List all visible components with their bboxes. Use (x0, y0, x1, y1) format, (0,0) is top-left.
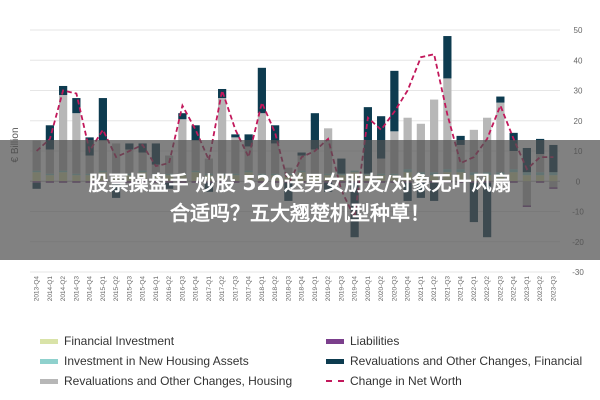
x-tick-label: 2022-Q1 (471, 276, 478, 302)
legend-label: Revaluations and Other Changes, Financia… (350, 354, 583, 368)
x-tick-label: 2019-Q2 (325, 276, 332, 302)
x-tick-label: 2018-Q3 (285, 276, 292, 302)
bar-segment (59, 95, 68, 171)
x-tick-label: 2015-Q2 (113, 276, 120, 302)
x-tick-label: 2013-Q4 (34, 276, 41, 302)
legend-label: Financial Investment (64, 334, 175, 348)
x-tick-label: 2018-Q4 (299, 276, 306, 302)
x-tick-label: 2021-Q4 (458, 276, 465, 302)
bar-segment (443, 78, 452, 170)
x-tick-label: 2019-Q4 (352, 276, 359, 302)
overlay-line-2: 合适吗？五大翘楚机型种草！ (170, 201, 430, 225)
legend-item-net-worth: Change in Net Worth (326, 374, 462, 388)
bar-segment (430, 99, 439, 173)
x-tick-label: 2022-Q2 (484, 276, 491, 302)
bar-segment (191, 125, 200, 141)
x-tick-label: 2021-Q2 (431, 276, 438, 302)
legend-swatch (326, 358, 344, 364)
legend-swatch (326, 338, 344, 344)
bar-segment (496, 96, 505, 103)
x-tick-label: 2016-Q3 (179, 276, 186, 302)
legend-label: Investment in New Housing Assets (64, 354, 249, 368)
x-tick-label: 2020-Q4 (405, 276, 412, 302)
legend-item-reval-financial: Revaluations and Other Changes, Financia… (326, 354, 582, 368)
bar-segment (231, 134, 240, 138)
x-tick-label: 2020-Q3 (391, 276, 398, 302)
bar-segment (257, 67, 266, 114)
x-tick-label: 2017-Q1 (206, 276, 213, 302)
legend-item-new-housing: Investment in New Housing Assets (40, 354, 249, 368)
x-tick-label: 2023-Q2 (537, 276, 544, 302)
x-tick-label: 2017-Q2 (219, 276, 226, 302)
x-tick-label: 2019-Q1 (312, 276, 319, 302)
y-tick-label: 20 (574, 117, 583, 126)
x-tick-label: 2022-Q4 (511, 276, 518, 302)
x-tick-label: 2016-Q1 (153, 276, 160, 302)
legend-swatch (40, 378, 58, 384)
x-tick-label: 2021-Q3 (444, 276, 451, 302)
bar-segment (218, 98, 227, 174)
x-tick-label: 2021-Q1 (418, 276, 425, 302)
legend-swatch (40, 358, 58, 364)
legend-label: Revaluations and Other Changes, Housing (64, 374, 293, 388)
x-tick-label: 2014-Q3 (73, 276, 80, 302)
x-tick-label: 2017-Q4 (246, 276, 253, 302)
x-tick-label: 2019-Q3 (338, 276, 345, 302)
x-tick-label: 2023-Q3 (550, 276, 557, 302)
bar-segment (443, 36, 452, 79)
y-tick-label: 40 (574, 56, 583, 65)
x-tick-label: 2015-Q4 (140, 276, 147, 302)
legend-swatch (40, 338, 58, 344)
legend: Financial Investment Investment in New H… (0, 334, 600, 394)
x-tick-label: 2015-Q3 (126, 276, 133, 302)
x-tick-label: 2018-Q1 (259, 276, 266, 302)
bar-segment (377, 116, 386, 159)
x-tick-label: 2015-Q1 (100, 276, 107, 302)
x-tick-label: 2018-Q2 (272, 276, 279, 302)
legend-dash (326, 380, 344, 382)
y-tick-label: 50 (574, 26, 583, 35)
x-tick-label: 2014-Q1 (47, 276, 54, 302)
overlay-line-1: 股票操盘手 炒股 520送男女朋友/对象无叶风扇 (88, 171, 512, 195)
x-tick-label: 2017-Q3 (232, 276, 239, 302)
bar-segment (310, 113, 319, 150)
bar-segment (496, 102, 505, 173)
x-tick-label: 2022-Q3 (497, 276, 504, 302)
bar-segment (390, 70, 399, 132)
legend-label: Liabilities (350, 334, 400, 348)
bar-segment (178, 113, 187, 120)
legend-item-liabilities: Liabilities (326, 334, 399, 348)
legend-label: Change in Net Worth (350, 374, 462, 388)
legend-item-financial-investment: Financial Investment (40, 334, 174, 348)
y-tick-label: 30 (574, 87, 583, 96)
bar-segment (72, 98, 81, 114)
x-tick-label: 2016-Q4 (193, 276, 200, 302)
y-tick-label: -30 (572, 268, 584, 277)
x-tick-label: 2020-Q1 (365, 276, 372, 302)
x-tick-label: 2014-Q2 (60, 276, 67, 302)
x-tick-label: 2016-Q2 (166, 276, 173, 302)
x-tick-label: 2023-Q1 (524, 276, 531, 302)
ad-overlay-banner[interactable]: 股票操盘手 炒股 520送男女朋友/对象无叶风扇 合适吗？五大翘楚机型种草！ (0, 140, 600, 260)
x-axis-ticks: 2013-Q4 2014-Q1 2014-Q2 2014-Q3 2014-Q4 2015-… (34, 276, 558, 302)
legend-item-reval-housing: Revaluations and Other Changes, Housing (40, 374, 292, 388)
x-tick-label: 2020-Q2 (378, 276, 385, 302)
bar-segment (98, 98, 107, 141)
x-tick-label: 2014-Q4 (87, 276, 94, 302)
